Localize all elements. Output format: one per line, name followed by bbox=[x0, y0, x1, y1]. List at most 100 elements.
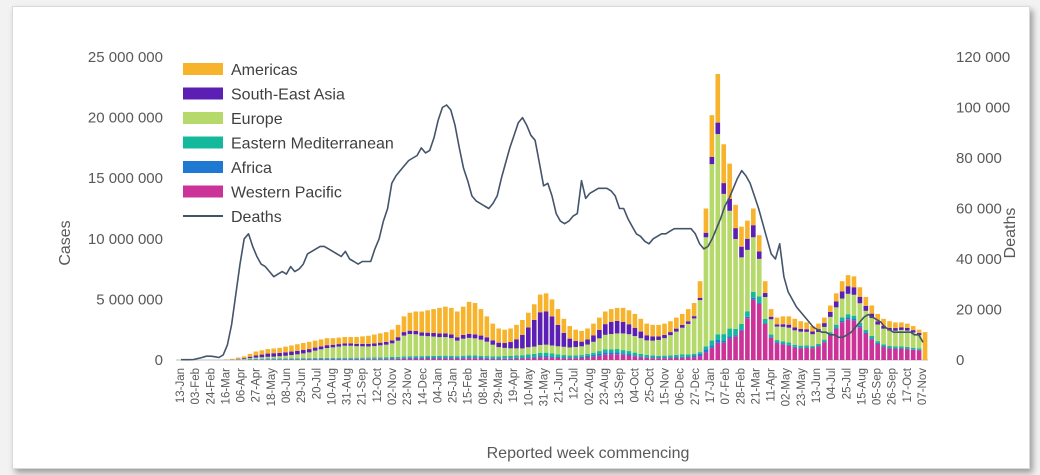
bar-segment-americas bbox=[348, 337, 353, 343]
bar-segment-americas bbox=[751, 209, 756, 226]
bar-segment-africa bbox=[810, 347, 815, 348]
bar-segment-eastern-mediterranean bbox=[615, 349, 620, 352]
bar-segment-europe bbox=[869, 318, 874, 336]
bar-segment-americas bbox=[532, 304, 537, 320]
bar-segment-western-pacific bbox=[822, 342, 827, 360]
bar-segment-eastern-mediterranean bbox=[781, 341, 786, 343]
bar-segment-africa bbox=[597, 354, 602, 356]
bar-segment-europe bbox=[603, 335, 608, 350]
bar-segment-africa bbox=[372, 359, 377, 360]
bar-segment-africa bbox=[852, 319, 857, 321]
legend-swatch-eastern-mediterranean bbox=[183, 137, 223, 149]
bar-segment-eastern-mediterranean bbox=[408, 356, 413, 357]
bar-segment-western-pacific bbox=[437, 358, 442, 360]
bar-segment-eastern-mediterranean bbox=[260, 359, 265, 360]
x-tick-label: 02-Nov bbox=[387, 368, 399, 405]
bar-segment-south-east-asia bbox=[325, 345, 330, 348]
bar-segment-western-pacific bbox=[698, 356, 703, 360]
bar-segment-south-east-asia bbox=[656, 336, 661, 340]
bar-segment-western-pacific bbox=[425, 359, 430, 360]
bar-segment-western-pacific bbox=[556, 358, 561, 360]
bar-segment-europe bbox=[307, 352, 312, 358]
bar-segment-africa bbox=[751, 298, 756, 300]
bar-segment-americas bbox=[449, 308, 454, 335]
bar-segment-europe bbox=[787, 328, 792, 343]
bar-segment-western-pacific bbox=[372, 359, 377, 360]
bar-segment-europe bbox=[852, 295, 857, 316]
x-tick-label: 13-Sep bbox=[614, 368, 626, 405]
bar-segment-south-east-asia bbox=[639, 332, 644, 339]
bar-segment-eastern-mediterranean bbox=[787, 343, 792, 345]
bar-segment-americas bbox=[260, 350, 265, 354]
bar-segment-europe bbox=[893, 331, 898, 347]
bar-segment-africa bbox=[846, 318, 851, 320]
bar-segment-americas bbox=[745, 221, 750, 239]
bar-segment-europe bbox=[260, 357, 265, 358]
bar-segment-south-east-asia bbox=[858, 297, 863, 304]
bar-segment-africa bbox=[917, 350, 922, 351]
bar-segment-western-pacific bbox=[727, 338, 732, 360]
bar-segment-western-pacific bbox=[828, 335, 833, 360]
bar-segment-south-east-asia bbox=[674, 329, 679, 332]
bar-segment-south-east-asia bbox=[378, 343, 383, 346]
bar-segment-western-pacific bbox=[686, 357, 691, 360]
bar-segment-south-east-asia bbox=[289, 352, 294, 355]
bar-segment-americas bbox=[319, 339, 324, 346]
bar-segment-eastern-mediterranean bbox=[627, 351, 632, 354]
bar-segment-south-east-asia bbox=[502, 343, 507, 348]
bar-segment-eastern-mediterranean bbox=[751, 292, 756, 298]
bar-segment-eastern-mediterranean bbox=[633, 353, 638, 356]
bar-segment-south-east-asia bbox=[331, 345, 336, 348]
bar-segment-africa bbox=[710, 345, 715, 347]
bar-segment-eastern-mediterranean bbox=[840, 317, 845, 320]
chart-frame: 0 5 000 000 10 000 000 15 000 000 20 000 000… bbox=[12, 6, 1030, 469]
bar-segment-europe bbox=[828, 317, 833, 332]
bar-segment-africa bbox=[591, 355, 596, 357]
bar-segment-eastern-mediterranean bbox=[544, 353, 549, 356]
x-tick-label: 04-Jan bbox=[432, 368, 444, 403]
bar-segment-western-pacific bbox=[858, 327, 863, 360]
bar-segment-eastern-mediterranean bbox=[864, 330, 869, 333]
bar-segment-western-pacific bbox=[473, 358, 478, 360]
bar-segment-eastern-mediterranean bbox=[402, 357, 407, 358]
bar-segment-europe bbox=[508, 348, 513, 356]
bar-segment-eastern-mediterranean bbox=[455, 356, 460, 357]
bar-segment-eastern-mediterranean bbox=[834, 325, 839, 328]
bar-segment-americas bbox=[763, 281, 768, 293]
bar-segment-south-east-asia bbox=[893, 328, 898, 331]
bar-segment-europe bbox=[567, 347, 572, 355]
bar-segment-western-pacific bbox=[639, 357, 644, 360]
bar-segment-eastern-mediterranean bbox=[325, 358, 330, 359]
bar-segment-americas bbox=[242, 356, 247, 358]
bar-segment-eastern-mediterranean bbox=[538, 353, 543, 356]
bar-segment-europe bbox=[455, 341, 460, 357]
bar-segment-africa bbox=[787, 345, 792, 346]
bar-segment-eastern-mediterranean bbox=[911, 348, 916, 349]
bar-segment-americas bbox=[490, 324, 495, 341]
bar-segment-africa bbox=[585, 356, 590, 358]
bar-segment-south-east-asia bbox=[573, 341, 578, 347]
bar-segment-americas bbox=[615, 308, 620, 321]
y-tick-left: 0 bbox=[155, 352, 163, 369]
bar-segment-eastern-mediterranean bbox=[816, 344, 821, 345]
bar-segment-south-east-asia bbox=[757, 251, 762, 258]
bar-segment-western-pacific bbox=[579, 358, 584, 360]
bar-segment-africa bbox=[668, 357, 673, 358]
bar-segment-western-pacific bbox=[650, 358, 655, 360]
bar-segment-eastern-mediterranean bbox=[384, 357, 389, 358]
bar-segment-europe bbox=[242, 359, 247, 360]
bar-segment-americas bbox=[461, 307, 466, 335]
bar-segment-western-pacific bbox=[864, 334, 869, 360]
bar-segment-eastern-mediterranean bbox=[443, 356, 448, 358]
bar-segment-europe bbox=[650, 341, 655, 356]
x-tick-label: 10-Aug bbox=[326, 368, 338, 405]
bar-segment-south-east-asia bbox=[467, 334, 472, 338]
bar-segment-europe bbox=[769, 319, 774, 334]
bar-segment-western-pacific bbox=[674, 358, 679, 360]
bar-segment-americas bbox=[816, 324, 821, 329]
bar-segment-americas bbox=[887, 321, 892, 328]
bar-segment-americas bbox=[852, 276, 857, 287]
bar-segment-africa bbox=[419, 358, 424, 359]
bar-segment-europe bbox=[360, 346, 365, 357]
bar-segment-americas bbox=[858, 287, 863, 296]
